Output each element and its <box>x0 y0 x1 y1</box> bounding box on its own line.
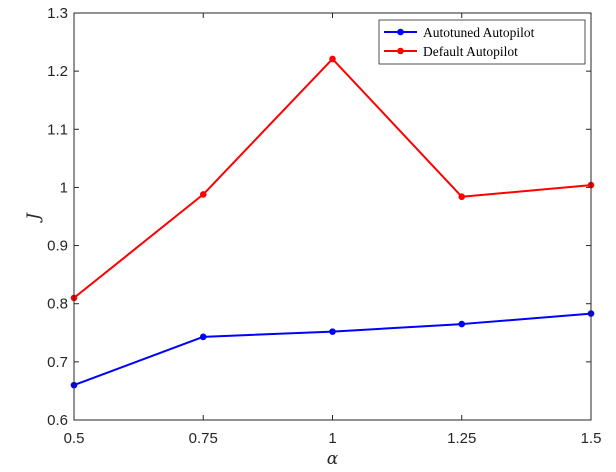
x-tick-label: 1.5 <box>581 430 602 447</box>
y-tick-label: 0.8 <box>47 296 68 313</box>
y-tick-label: 0.9 <box>47 238 68 255</box>
x-tick-label: 1 <box>328 430 336 447</box>
data-point <box>458 193 465 200</box>
series-layer <box>71 56 595 389</box>
x-tick-label: 1.25 <box>447 430 476 447</box>
legend: Autotuned Autopilot Default Autopilot <box>379 20 585 64</box>
data-point <box>200 191 207 198</box>
series-line <box>74 314 591 386</box>
x-tick-label: 0.5 <box>64 430 85 447</box>
series-autotuned <box>71 310 595 388</box>
y-tick-label: 1.1 <box>47 121 68 138</box>
plot-frame <box>74 13 591 420</box>
legend-label-autotuned: Autotuned Autopilot <box>423 25 535 40</box>
data-point <box>329 56 336 63</box>
y-tick-label: 0.7 <box>47 354 68 371</box>
x-tick-label: 0.75 <box>189 430 218 447</box>
legend-marker-default <box>397 48 404 55</box>
y-tick-label: 0.6 <box>47 412 68 429</box>
y-tick-label: 1.3 <box>47 5 68 22</box>
y-tick-label: 1 <box>60 179 68 196</box>
data-point <box>200 334 207 341</box>
data-point <box>329 328 336 335</box>
data-point <box>458 321 465 328</box>
legend-marker-autotuned <box>397 29 404 36</box>
y-axis-label: J <box>24 212 44 223</box>
x-axis-label: α <box>327 449 339 469</box>
x-axis-ticks: 0.5 0.75 1 1.25 1.5 <box>64 13 602 447</box>
legend-label-default: Default Autopilot <box>423 44 518 59</box>
y-tick-label: 1.2 <box>47 63 68 80</box>
series-line <box>74 59 591 298</box>
series-default <box>71 56 595 302</box>
